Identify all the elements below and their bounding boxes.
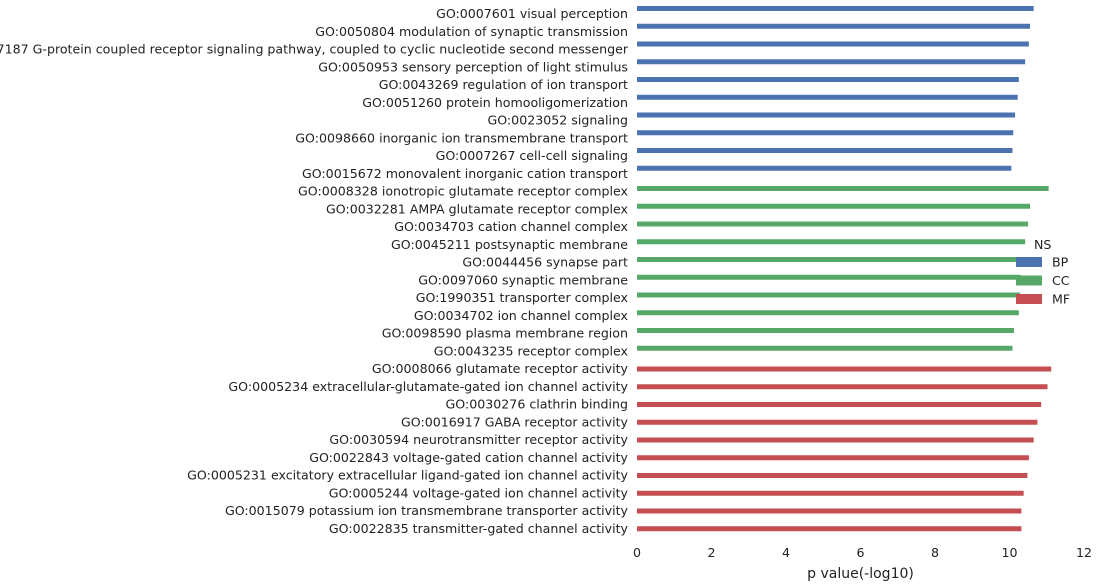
category-label: GO:0032281 AMPA glutamate receptor compl… [326,201,629,216]
category-label: GO:0050953 sensory perception of light s… [318,59,628,74]
x-tick-label: 4 [782,545,790,560]
category-label: GO:0030594 neurotransmitter receptor act… [329,432,628,447]
bars [637,6,1052,532]
category-label: GO:0022843 voltage-gated cation channel … [309,450,628,465]
bar-bp [637,112,1016,118]
legend-swatch-cc [1016,275,1042,286]
x-tick-label: 8 [931,545,939,560]
category-label: GO:0005244 voltage-gated ion channel act… [329,485,629,500]
bar-bp [637,41,1029,47]
bar-mf [637,419,1038,425]
legend-swatch-mf [1016,294,1042,304]
x-tick-label: 6 [856,545,864,560]
x-axis-label: p value(-log10) [807,566,914,582]
category-label: GO:0097060 synaptic membrane [418,272,628,287]
legend: NS BP CC MF [1016,237,1070,307]
category-labels: GO:0007601 visual perception GO:0050804 m… [0,6,629,536]
bar-bp [637,6,1034,11]
category-label: GO:0043269 regulation of ion transport [379,77,628,92]
bar-mf [637,366,1052,372]
bar-mf [637,490,1024,496]
category-label: GO:0023052 signaling [487,113,628,128]
legend-title: NS [1034,237,1051,252]
bar-cc [637,257,1022,262]
category-label: GO:0051260 protein homooligomerization [362,95,628,110]
x-tick-label: 12 [1076,545,1092,560]
bar-cc [637,274,1021,280]
bar-bp [637,165,1012,171]
category-label: GO:0005234 extracellular-glutamate-gated… [228,379,628,394]
bar-cc [637,345,1013,351]
bar-mf [637,455,1029,461]
bar-mf [637,508,1022,514]
category-label: GO:0045211 postsynaptic membrane [391,237,628,252]
x-tick-label: 10 [1001,545,1017,560]
category-label: GO:0005231 excitatory extracellular liga… [187,468,628,483]
bar-mf [637,437,1034,443]
bar-cc [637,292,1020,298]
category-label: GO:0016917 GABA receptor activity [401,414,629,429]
category-label: GO:0007601 visual perception [436,6,628,21]
bar-bp [637,130,1014,136]
category-label: GO:0098660 inorganic ion transmembrane t… [295,130,628,145]
bar-bp [637,23,1030,29]
category-label: GO:0050804 modulation of synaptic transm… [315,24,628,39]
category-label: GO:0043235 receptor complex [434,343,629,358]
bar-mf [637,402,1042,407]
category-label: GO:0034703 cation channel complex [394,219,628,234]
category-label: GO:0030276 clathrin binding [446,397,628,412]
bar-bp [637,94,1018,100]
bar-cc [637,186,1049,191]
bar-bp [637,148,1013,153]
bar-bp [637,77,1019,82]
category-label: GO:0098590 plasma membrane region [382,326,628,341]
bar-cc [637,328,1014,333]
category-label: GO:0007267 cell-cell signaling [436,148,628,163]
x-tick-label: 2 [707,545,715,560]
category-label: GO:0008328 ionotropic glutamate receptor… [298,184,628,199]
x-axis-ticks: 0 2 4 6 8 10 12 [633,545,1092,560]
bar-bp [637,59,1026,65]
bar-cc [637,203,1030,209]
bar-cc [637,221,1029,227]
category-label: GO:0008066 glutamate receptor activity [372,361,629,376]
category-label: GO:0022835 transmitter-gated channel act… [329,521,629,536]
bar-mf [637,526,1022,532]
legend-label: MF [1052,292,1070,307]
bar-cc [637,239,1026,245]
bar-cc [637,310,1019,316]
category-label: GO:0044456 synapse part [462,255,628,270]
bar-mf [637,473,1028,478]
x-tick-label: 0 [633,545,641,560]
legend-swatch-bp [1016,257,1042,267]
category-label: GO:0034702 ion channel complex [414,308,629,323]
category-label: GO:1990351 transporter complex [416,290,629,305]
category-label: GO:0015672 monovalent inorganic cation t… [302,166,628,181]
category-label: GO:0015079 potassium ion transmembrane t… [225,503,629,518]
bar-mf [637,384,1048,390]
category-label: GO:0007187 G-protein coupled receptor si… [0,42,629,57]
legend-label: CC [1052,273,1070,288]
legend-label: BP [1052,255,1069,270]
